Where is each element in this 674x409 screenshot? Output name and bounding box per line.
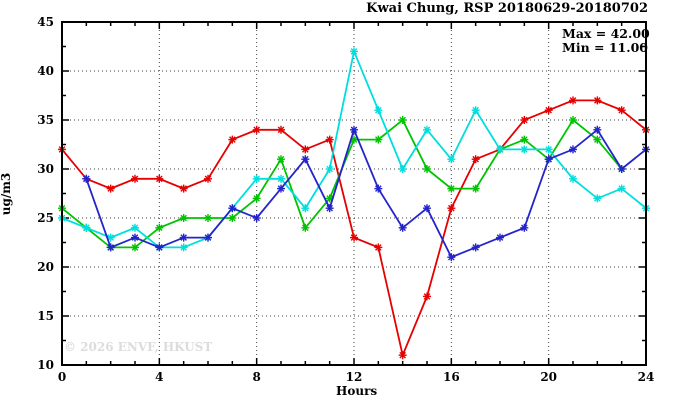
- svg-text:20: 20: [540, 370, 557, 384]
- axis-ticks: [61, 21, 647, 366]
- svg-text:15: 15: [37, 309, 54, 323]
- svg-text:35: 35: [37, 113, 54, 127]
- svg-text:16: 16: [443, 370, 460, 384]
- grid-lines: [62, 22, 646, 365]
- y-tick-labels: 10 15 20 25 30 35 40 45: [37, 15, 54, 372]
- series-blue: [82, 125, 650, 262]
- svg-text:24: 24: [638, 370, 655, 384]
- svg-text:25: 25: [37, 211, 54, 225]
- svg-text:20: 20: [37, 260, 54, 274]
- svg-text:45: 45: [37, 15, 54, 29]
- svg-text:4: 4: [155, 370, 163, 384]
- plot-border: [61, 21, 647, 366]
- svg-text:30: 30: [37, 162, 54, 176]
- maxmin-annotation: Max = 42.00 Min = 11.00: [562, 27, 650, 55]
- watermark: © 2026 ENVF, HKUST: [64, 340, 213, 354]
- svg-text:40: 40: [37, 64, 54, 78]
- x-axis-title: Hours: [336, 384, 378, 398]
- chart-title: Kwai Chung, RSP 20180629-20180702: [366, 1, 648, 16]
- min-label: Min = 11.00: [562, 40, 648, 55]
- svg-text:8: 8: [252, 370, 260, 384]
- svg-text:0: 0: [58, 370, 66, 384]
- svg-text:12: 12: [346, 370, 363, 384]
- x-tick-labels: 0 4 8 12 16 20 24: [58, 370, 655, 384]
- max-label: Max = 42.00: [562, 26, 650, 41]
- svg-text:10: 10: [37, 358, 54, 372]
- y-axis-title: ug/m3: [0, 172, 13, 216]
